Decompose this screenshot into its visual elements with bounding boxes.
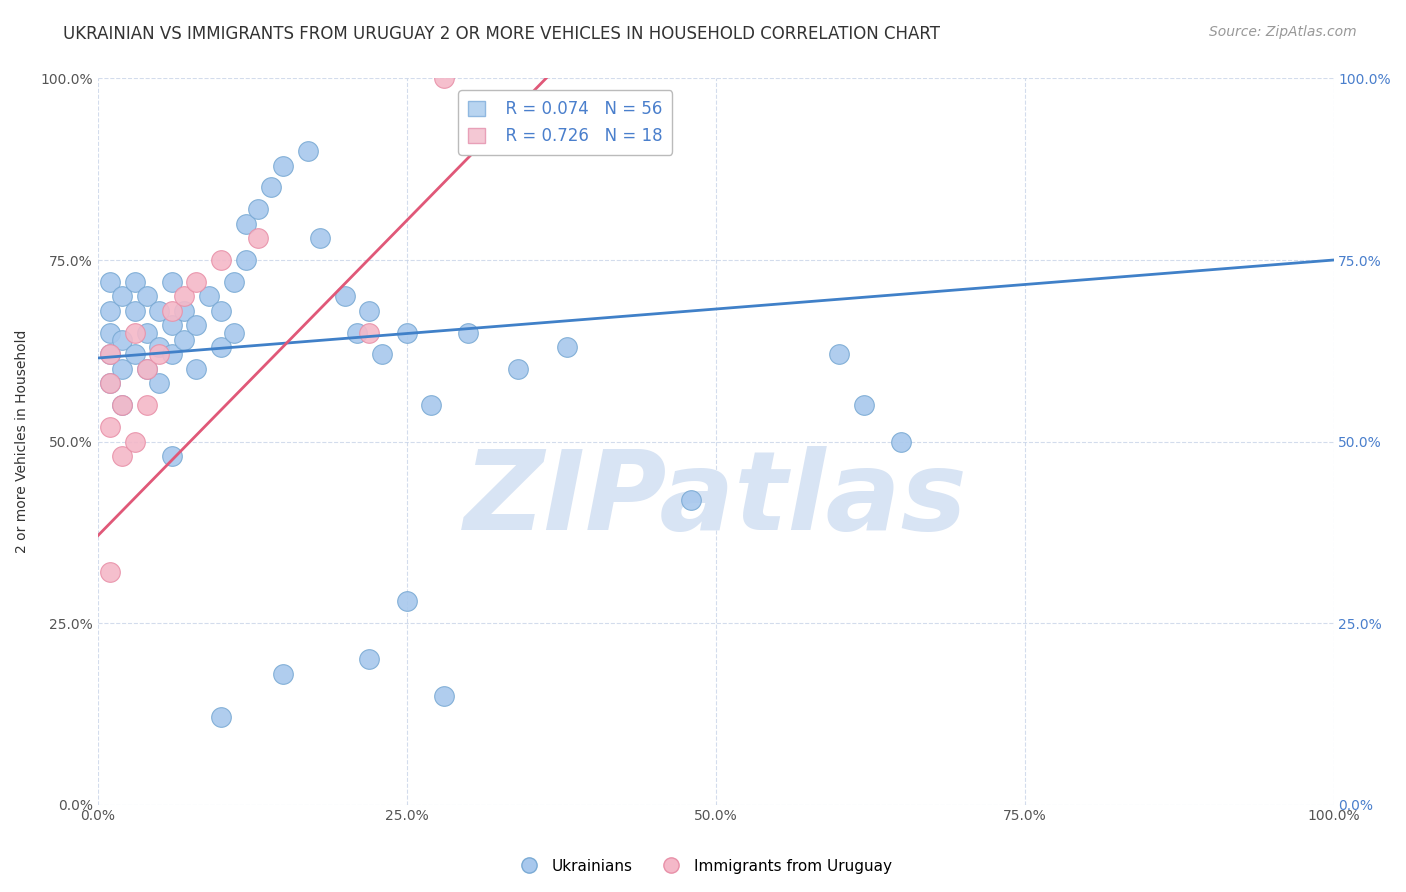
Point [124, 347, 146, 361]
Point [173, 303, 195, 318]
Point [98, 376, 121, 391]
Point [235, 252, 257, 267]
Point [395, 326, 418, 340]
Point [209, 252, 232, 267]
Point [420, 398, 443, 412]
Point [136, 398, 159, 412]
Point [209, 340, 232, 354]
Point [186, 318, 208, 333]
Point [271, 159, 294, 173]
Point [136, 362, 159, 376]
Text: ZIPatlas: ZIPatlas [464, 446, 967, 553]
Point [297, 144, 319, 158]
Point [173, 333, 195, 347]
Point [359, 652, 381, 666]
Point [333, 289, 356, 303]
Point [555, 340, 578, 354]
Point [98, 347, 121, 361]
Point [433, 71, 456, 86]
Point [506, 362, 529, 376]
Point [346, 326, 368, 340]
Point [186, 275, 208, 289]
Legend:   R = 0.074   N = 56,   R = 0.726   N = 18: R = 0.074 N = 56, R = 0.726 N = 18 [458, 90, 672, 155]
Point [148, 376, 170, 391]
Point [209, 303, 232, 318]
Point [148, 303, 170, 318]
Point [828, 347, 851, 361]
Point [98, 347, 121, 361]
Point [136, 362, 159, 376]
Point [111, 449, 134, 463]
Point [222, 326, 245, 340]
Point [111, 362, 134, 376]
Text: Source: ZipAtlas.com: Source: ZipAtlas.com [1209, 25, 1357, 39]
Point [433, 689, 456, 703]
Point [136, 289, 159, 303]
Point [124, 303, 146, 318]
Point [124, 275, 146, 289]
Point [359, 326, 381, 340]
Point [679, 492, 702, 507]
Point [98, 275, 121, 289]
Point [148, 347, 170, 361]
Y-axis label: 2 or more Vehicles in Household: 2 or more Vehicles in Household [15, 330, 30, 553]
Point [111, 289, 134, 303]
Point [136, 326, 159, 340]
Point [395, 594, 418, 608]
Point [186, 362, 208, 376]
Point [111, 333, 134, 347]
Point [852, 398, 875, 412]
Point [160, 449, 183, 463]
Point [111, 398, 134, 412]
Point [98, 326, 121, 340]
Point [890, 434, 912, 449]
Text: UKRAINIAN VS IMMIGRANTS FROM URUGUAY 2 OR MORE VEHICLES IN HOUSEHOLD CORRELATION: UKRAINIAN VS IMMIGRANTS FROM URUGUAY 2 O… [63, 25, 941, 43]
Point [371, 347, 394, 361]
Point [247, 231, 270, 245]
Point [309, 231, 332, 245]
Point [160, 347, 183, 361]
Point [457, 326, 479, 340]
Point [98, 303, 121, 318]
Point [124, 326, 146, 340]
Point [98, 420, 121, 434]
Point [111, 398, 134, 412]
Point [148, 340, 170, 354]
Point [271, 667, 294, 681]
Point [124, 434, 146, 449]
Point [160, 318, 183, 333]
Point [160, 275, 183, 289]
Point [359, 303, 381, 318]
Point [259, 180, 281, 194]
Legend: Ukrainians, Immigrants from Uruguay: Ukrainians, Immigrants from Uruguay [508, 853, 898, 880]
Point [98, 566, 121, 580]
Point [222, 275, 245, 289]
Point [198, 289, 221, 303]
Point [160, 303, 183, 318]
Point [173, 289, 195, 303]
Point [247, 202, 270, 217]
Point [235, 217, 257, 231]
Point [98, 376, 121, 391]
Point [209, 710, 232, 724]
